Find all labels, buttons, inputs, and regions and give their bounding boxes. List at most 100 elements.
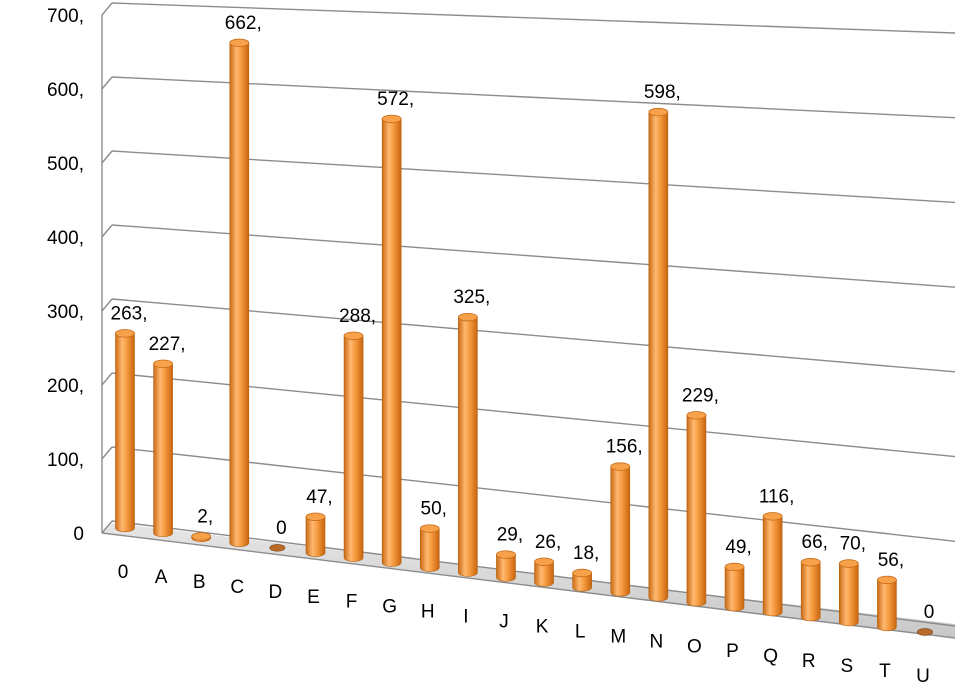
bar [419,524,440,572]
x-tick-label: E [307,587,320,608]
gridline-wall [101,2,113,16]
bar [534,557,554,587]
y-tick-label: 500, [47,154,84,175]
x-tick-label: L [575,621,586,642]
data-label: 29, [497,525,523,546]
x-tick-label: J [499,612,509,633]
bar-top [648,107,669,117]
x-tick-label: 0 [118,562,129,583]
bar-body [229,42,250,547]
data-label: 47, [306,487,332,508]
x-tick-label: H [421,602,435,623]
gridline [111,2,956,34]
bar-top [572,568,593,578]
bar-body [572,572,592,592]
gridlines [101,2,956,627]
x-tick-label: T [879,661,891,682]
y-tick-label: 200, [47,376,84,397]
data-label: 229, [682,385,719,406]
bar-body [305,516,326,557]
bar-top [153,359,173,369]
bar-body [381,118,402,567]
bar-body [419,528,440,572]
data-label: 227, [149,334,186,355]
x-tick-label: K [536,616,549,637]
gridline [111,224,956,288]
bar-body [686,415,707,607]
bar-body [839,563,859,627]
data-labels: 263, 0 227, A 2, B 662, C 0 D 47, E 288, F 572, G 50, H 32… [111,13,935,687]
bar-body [458,316,478,577]
data-label: 0 [924,602,935,623]
gridline [111,446,956,542]
gridline [111,150,956,204]
y-tick-label: 300, [47,302,84,323]
bar [269,544,286,552]
x-tick-label: A [155,567,168,588]
data-label: 2, [197,506,213,527]
bar [610,462,631,597]
x-tick-label: G [382,597,397,618]
data-label: 50, [421,499,447,520]
bar [343,331,364,562]
gridline-wall [101,224,113,238]
bar-top [381,114,402,124]
bar-top [343,331,364,340]
gridline-wall [101,150,113,164]
data-label: 70, [840,534,866,555]
bar-top [229,38,250,48]
y-tick-label: 0 [73,524,84,545]
data-label: 116, [759,486,795,507]
bar [381,114,402,567]
bar-top [762,512,783,521]
x-tick-label: N [649,631,663,652]
data-label: 66, [802,532,828,553]
bar-top [610,462,631,471]
bar-top [877,575,897,585]
x-tick-label: Q [763,646,778,667]
data-label: 263, [111,303,148,324]
data-label: 26, [535,532,561,553]
bar-body [496,554,516,582]
gridline-wall [101,446,113,460]
x-tick-label: P [726,641,739,662]
bar [686,411,707,607]
data-label: 0 [276,518,287,539]
x-tick-label: R [802,651,816,672]
data-label: 662, [225,13,262,34]
x-tick-label: M [610,626,626,647]
bar-top [457,312,478,322]
bar [572,568,593,592]
bar [648,107,669,602]
gridline-wall [101,298,113,312]
gridline [111,76,956,119]
bar-top [686,411,707,420]
bar-top [534,557,554,566]
bars [115,38,933,636]
x-tick-label: C [230,577,244,598]
gridline-wall [101,76,113,90]
bar [724,562,745,612]
bar-top [838,559,859,568]
bar-top [305,512,326,521]
bar [877,575,897,632]
bar-top [496,550,516,559]
y-tick-label: 400, [47,228,84,249]
y-tick-label: 600, [47,80,84,101]
bar-body [800,561,821,622]
bar [762,512,783,617]
gridline-wall [101,520,113,534]
bar-top [419,524,440,533]
bar-top [724,562,745,572]
x-tick-label: O [687,636,702,657]
x-tick-label: S [840,656,853,677]
data-label: 572, [377,89,414,110]
bar-body [534,561,554,587]
bar [153,359,173,538]
bar [917,628,933,636]
gridline [111,298,956,373]
gridline [111,372,956,458]
bar-body [762,515,783,617]
y-tick-label: 700, [47,6,84,27]
bar-body [153,363,173,538]
